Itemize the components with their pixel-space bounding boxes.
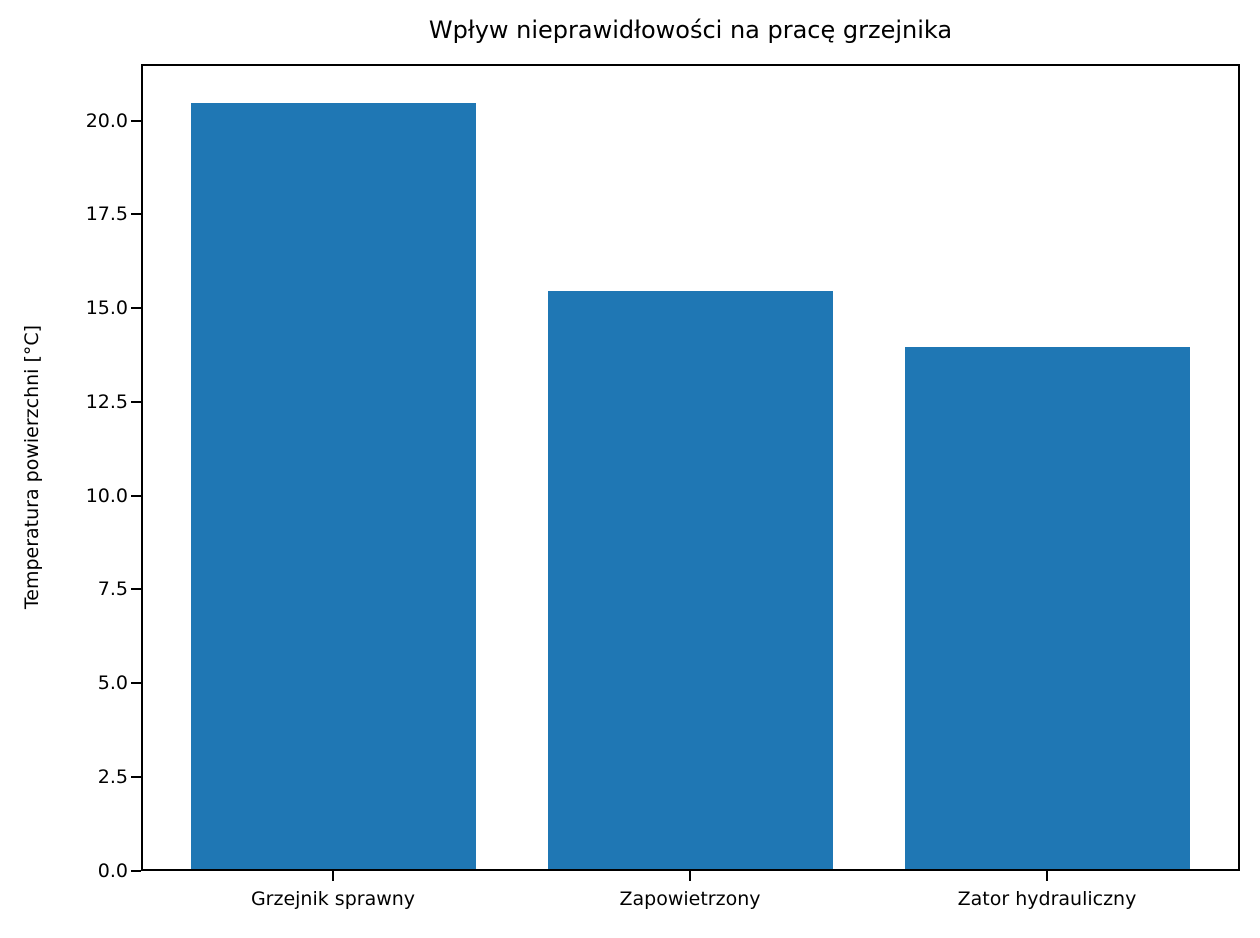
y-axis-label: Temperatura powierzchni [°C] [21, 324, 43, 610]
y-tick-label: 2.5 [97, 766, 128, 788]
y-tick-label: 5.0 [97, 672, 128, 694]
y-tick-label: 12.5 [85, 391, 128, 413]
y-tick-label: 15.0 [85, 297, 128, 319]
y-tick [131, 120, 141, 122]
y-tick [131, 495, 141, 497]
chart-title: Wpływ nieprawidłowości na pracę grzejnik… [428, 16, 953, 44]
y-tick [131, 307, 141, 309]
y-tick [131, 682, 141, 684]
y-tick [131, 776, 141, 778]
y-tick-label: 7.5 [97, 578, 128, 600]
y-tick-label: 0.0 [97, 860, 128, 882]
y-tick-label: 20.0 [85, 110, 128, 132]
y-tick [131, 588, 141, 590]
y-tick [131, 401, 141, 403]
y-tick-label: 10.0 [85, 485, 128, 507]
y-tick [131, 870, 141, 872]
x-tick-label: Zator hydrauliczny [957, 888, 1137, 910]
y-tick [131, 213, 141, 215]
x-tick [332, 871, 334, 881]
x-tick [1046, 871, 1048, 881]
x-tick-label: Zapowietrzony [619, 888, 761, 910]
x-tick-label: Grzejnik sprawny [250, 888, 416, 910]
plot-area [141, 64, 1240, 871]
x-tick [689, 871, 691, 881]
bar-zapowietrzony [548, 291, 833, 869]
y-tick-label: 17.5 [85, 203, 128, 225]
bar-grzejnik-sprawny [191, 103, 476, 869]
bar-zator-hydrauliczny [905, 347, 1190, 869]
